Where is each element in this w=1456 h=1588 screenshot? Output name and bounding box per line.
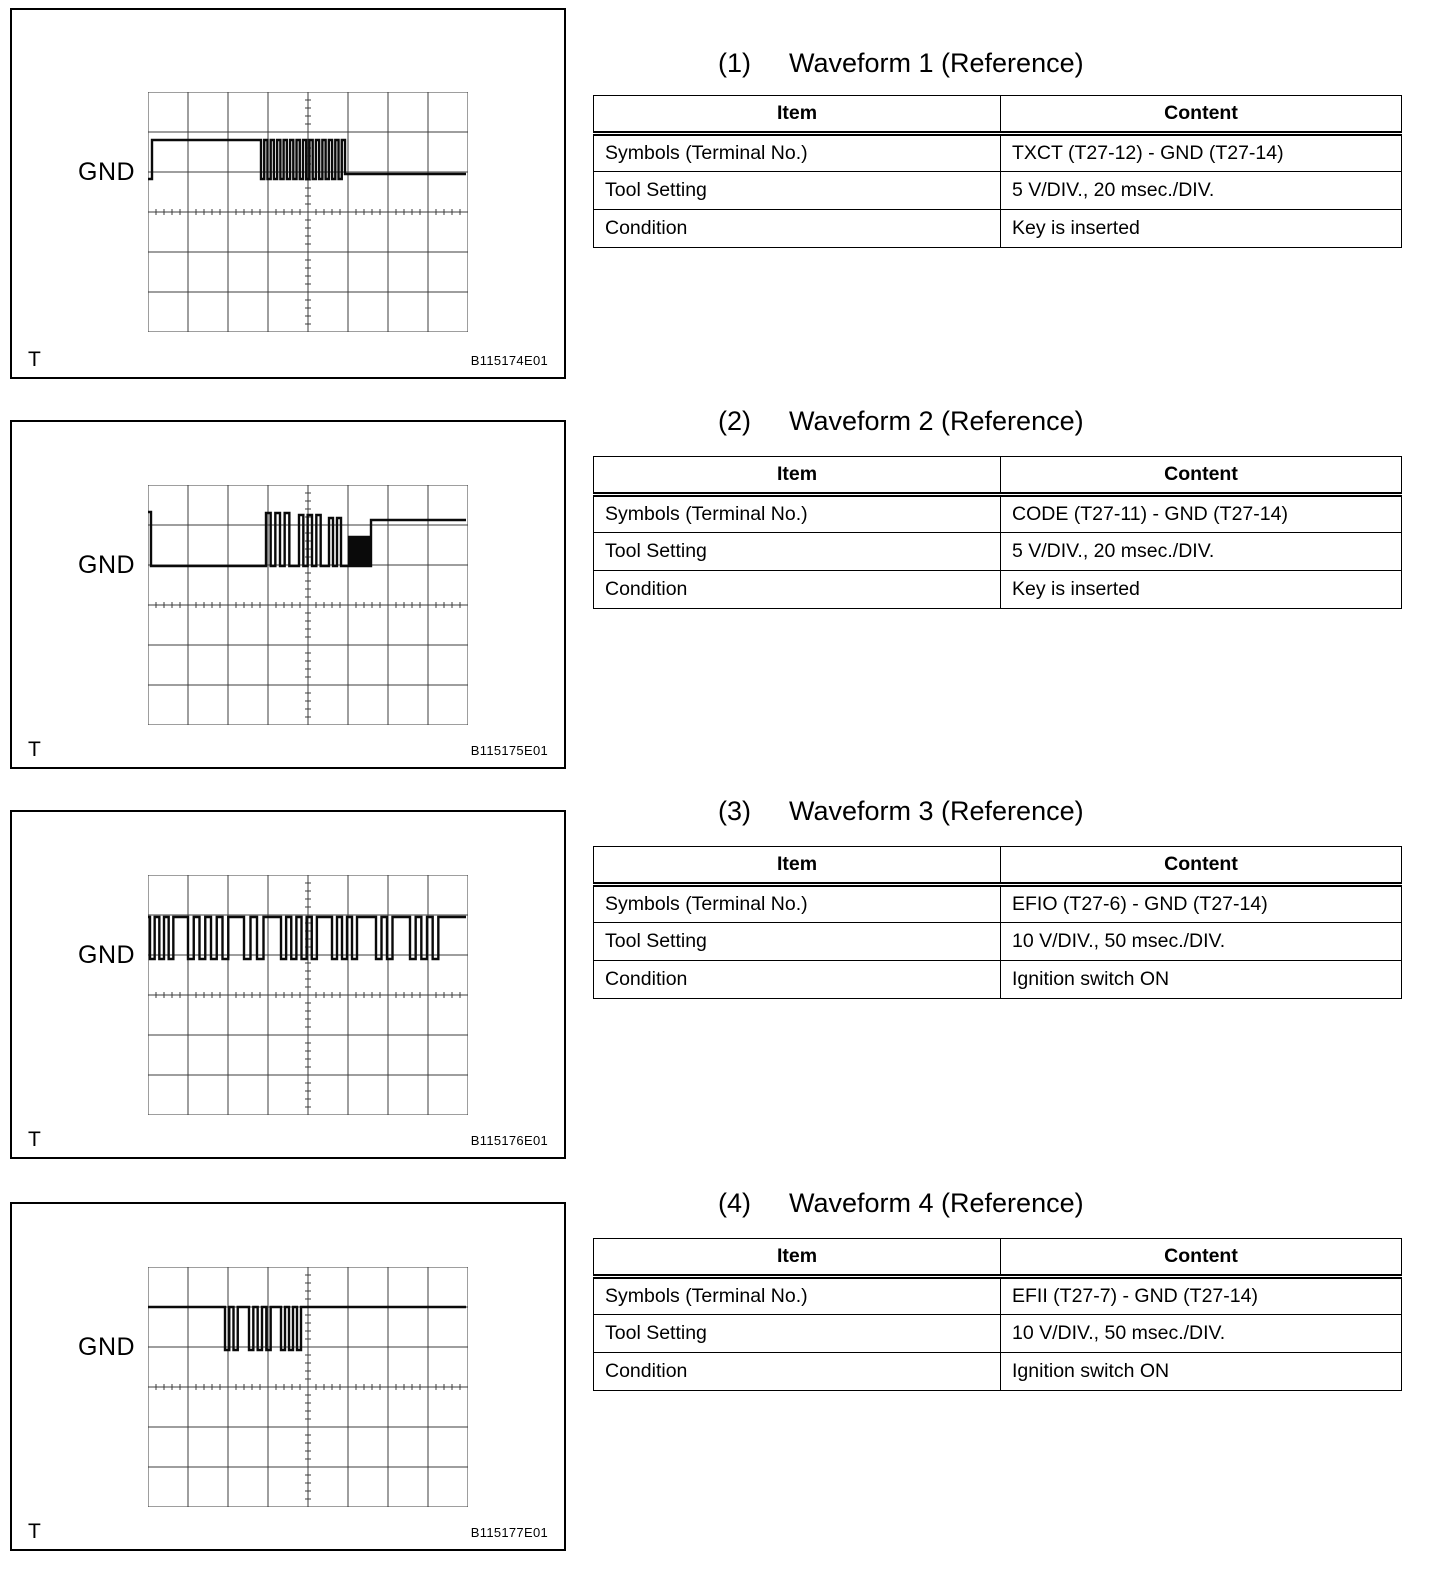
content-cell: TXCT (T27-12) - GND (T27-14) (1000, 133, 1402, 172)
figure-code: B115175E01 (470, 743, 548, 758)
table-row: Condition Ignition switch ON (593, 1352, 1402, 1391)
item-cell: Condition (593, 1352, 1001, 1391)
col-header-item: Item (593, 846, 1001, 887)
table-row: Tool Setting 5 V/DIV., 20 msec./DIV. (593, 532, 1402, 571)
content-cell: CODE (T27-11) - GND (T27-14) (1000, 494, 1402, 533)
gnd-label: GND (78, 1333, 136, 1361)
table-row: Symbols (Terminal No.) CODE (T27-11) - G… (593, 494, 1402, 533)
heading-title: Waveform 3 (Reference) (789, 796, 1084, 826)
table-row: Tool Setting 10 V/DIV., 50 msec./DIV. (593, 922, 1402, 961)
col-header-item: Item (593, 95, 1001, 136)
spec-table: Item Content Symbols (Terminal No.) EFIO… (593, 846, 1402, 999)
content-cell: EFII (T27-7) - GND (T27-14) (1000, 1276, 1402, 1315)
oscilloscope-display (148, 1267, 468, 1507)
table-row: Tool Setting 10 V/DIV., 50 msec./DIV. (593, 1314, 1402, 1353)
table-header-row: Item Content (593, 456, 1402, 497)
section-heading: (3) Waveform 3 (Reference) (593, 796, 1401, 827)
item-cell: Symbols (Terminal No.) (593, 133, 1001, 172)
table-row: Condition Key is inserted (593, 570, 1402, 609)
content-cell: EFIO (T27-6) - GND (T27-14) (1000, 884, 1402, 923)
table-header-row: Item Content (593, 846, 1402, 887)
heading-number: (2) (718, 406, 751, 436)
item-cell: Condition (593, 209, 1001, 248)
oscilloscope-display (148, 485, 468, 725)
table-header-row: Item Content (593, 1238, 1402, 1279)
spec-table: Item Content Symbols (Terminal No.) EFII… (593, 1238, 1402, 1391)
heading-title: Waveform 2 (Reference) (789, 406, 1084, 436)
heading-title: Waveform 1 (Reference) (789, 48, 1084, 78)
table-row: Condition Key is inserted (593, 209, 1402, 248)
col-header-content: Content (1000, 846, 1402, 887)
col-header-item: Item (593, 1238, 1001, 1279)
gnd-label: GND (78, 551, 136, 579)
item-cell: Symbols (Terminal No.) (593, 1276, 1001, 1315)
content-cell: 10 V/DIV., 50 msec./DIV. (1000, 922, 1402, 961)
trigger-label: T (28, 348, 41, 371)
content-cell: 10 V/DIV., 50 msec./DIV. (1000, 1314, 1402, 1353)
spec-table: Item Content Symbols (Terminal No.) TXCT… (593, 95, 1402, 248)
item-cell: Symbols (Terminal No.) (593, 494, 1001, 533)
oscilloscope-display (148, 875, 468, 1115)
col-header-item: Item (593, 456, 1001, 497)
heading-number: (4) (718, 1188, 751, 1218)
oscilloscope-panel: GND T B115176E01 (10, 810, 566, 1159)
item-cell: Condition (593, 960, 1001, 999)
heading-number: (1) (718, 48, 751, 78)
gnd-label: GND (78, 158, 136, 186)
item-cell: Symbols (Terminal No.) (593, 884, 1001, 923)
table-row: Symbols (Terminal No.) TXCT (T27-12) - G… (593, 133, 1402, 172)
trigger-label: T (28, 1520, 41, 1543)
content-cell: Key is inserted (1000, 570, 1402, 609)
trigger-label: T (28, 1128, 41, 1151)
heading-title: Waveform 4 (Reference) (789, 1188, 1084, 1218)
table-header-row: Item Content (593, 95, 1402, 136)
item-cell: Tool Setting (593, 922, 1001, 961)
section-heading: (1) Waveform 1 (Reference) (593, 48, 1401, 79)
oscilloscope-display (148, 92, 468, 332)
content-cell: Key is inserted (1000, 209, 1402, 248)
table-row: Tool Setting 5 V/DIV., 20 msec./DIV. (593, 171, 1402, 210)
figure-code: B115174E01 (470, 353, 548, 368)
heading-number: (3) (718, 796, 751, 826)
oscilloscope-panel: GND T B115174E01 (10, 8, 566, 379)
section-heading: (4) Waveform 4 (Reference) (593, 1188, 1401, 1219)
content-cell: Ignition switch ON (1000, 960, 1402, 999)
item-cell: Tool Setting (593, 1314, 1001, 1353)
table-row: Symbols (Terminal No.) EFIO (T27-6) - GN… (593, 884, 1402, 923)
section-heading: (2) Waveform 2 (Reference) (593, 406, 1401, 437)
gnd-label: GND (78, 941, 136, 969)
oscilloscope-panel: GND T B115177E01 (10, 1202, 566, 1551)
table-row: Condition Ignition switch ON (593, 960, 1402, 999)
item-cell: Condition (593, 570, 1001, 609)
col-header-content: Content (1000, 95, 1402, 136)
item-cell: Tool Setting (593, 171, 1001, 210)
trigger-label: T (28, 738, 41, 761)
col-header-content: Content (1000, 456, 1402, 497)
spec-table: Item Content Symbols (Terminal No.) CODE… (593, 456, 1402, 609)
table-row: Symbols (Terminal No.) EFII (T27-7) - GN… (593, 1276, 1402, 1315)
content-cell: 5 V/DIV., 20 msec./DIV. (1000, 532, 1402, 571)
oscilloscope-panel: GND T B115175E01 (10, 420, 566, 769)
content-cell: 5 V/DIV., 20 msec./DIV. (1000, 171, 1402, 210)
col-header-content: Content (1000, 1238, 1402, 1279)
figure-code: B115177E01 (470, 1525, 548, 1540)
figure-code: B115176E01 (470, 1133, 548, 1148)
content-cell: Ignition switch ON (1000, 1352, 1402, 1391)
item-cell: Tool Setting (593, 532, 1001, 571)
